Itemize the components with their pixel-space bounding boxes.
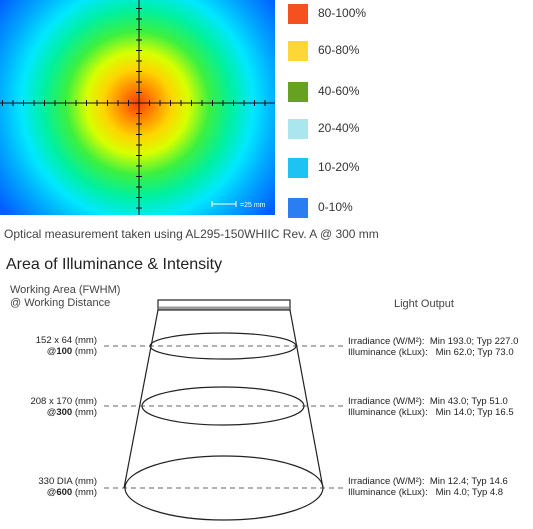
light-output-100: Irradiance (W/M²): Min 193.0; Typ 227.0 …	[348, 336, 518, 358]
intensity-heatmap: =25 mm	[0, 0, 275, 215]
area-size: 152 x 64 (mm)	[35, 335, 97, 346]
area-size: 208 x 170 (mm)	[30, 396, 97, 407]
legend-swatch	[288, 41, 308, 61]
legend-label: 40-60%	[318, 84, 360, 98]
working-distance: @100 (mm)	[46, 346, 97, 357]
working-area-100: 152 x 64 (mm) @100 (mm)	[36, 335, 97, 357]
working-area-header-line2: @ Working Distance	[10, 297, 111, 309]
crosshair-ticks	[2, 8, 266, 209]
legend-label: 10-20%	[318, 160, 360, 174]
legend-swatch	[288, 158, 308, 178]
measurement-caption: Optical measurement taken using AL295-15…	[4, 227, 379, 241]
light-output-300: Irradiance (W/M²): Min 43.0; Typ 51.0 Il…	[348, 396, 514, 418]
legend-swatch	[288, 119, 308, 139]
scale-bar: =25 mm	[211, 201, 266, 209]
illuminance-row: Illuminance (kLux): Min 14.0; Typ 16.5	[348, 407, 514, 418]
legend-label: 20-40%	[318, 121, 360, 135]
legend-label: 0-10%	[318, 200, 353, 214]
working-distance: @300 (mm)	[46, 407, 97, 418]
scale-label: =25 mm	[240, 202, 266, 209]
illuminance-row: Illuminance (kLux): Min 4.0; Typ 4.8	[348, 487, 504, 498]
light-fixture	[157, 299, 291, 311]
light-output-header: Light Output	[394, 298, 454, 310]
area-size: 330 DIA (mm)	[38, 476, 97, 487]
irradiance-row: Irradiance (W/M²): Min 12.4; Typ 14.6	[348, 476, 508, 487]
beam-diagram	[104, 299, 345, 521]
beam-edge-right	[289, 309, 324, 489]
legend-label: 80-100%	[318, 6, 367, 20]
working-area-300: 208 x 170 (mm) @300 (mm)	[30, 396, 97, 418]
section-title: Area of Illuminance & Intensity	[6, 256, 223, 273]
heatmap-field	[0, 0, 275, 215]
light-output-600: Irradiance (W/M²): Min 12.4; Typ 14.6 Il…	[348, 476, 508, 498]
legend-swatch	[288, 198, 308, 218]
legend-label: 60-80%	[318, 43, 360, 57]
crosshair	[0, 0, 275, 215]
legend-swatch	[288, 82, 308, 102]
working-area-600: 330 DIA (mm) @600 (mm)	[38, 476, 97, 498]
legend-swatch	[288, 4, 308, 24]
irradiance-row: Irradiance (W/M²): Min 193.0; Typ 227.0	[348, 336, 519, 347]
working-distance: @600 (mm)	[46, 487, 97, 498]
working-area-header: Working Area (FWHM) @ Working Distance	[10, 284, 120, 310]
irradiance-row: Irradiance (W/M²): Min 43.0; Typ 51.0	[348, 396, 508, 407]
working-area-header-line1: Working Area (FWHM)	[10, 284, 121, 296]
illuminance-row: Illuminance (kLux): Min 62.0; Typ 73.0	[348, 347, 514, 358]
beam-edge-left	[123, 309, 159, 489]
